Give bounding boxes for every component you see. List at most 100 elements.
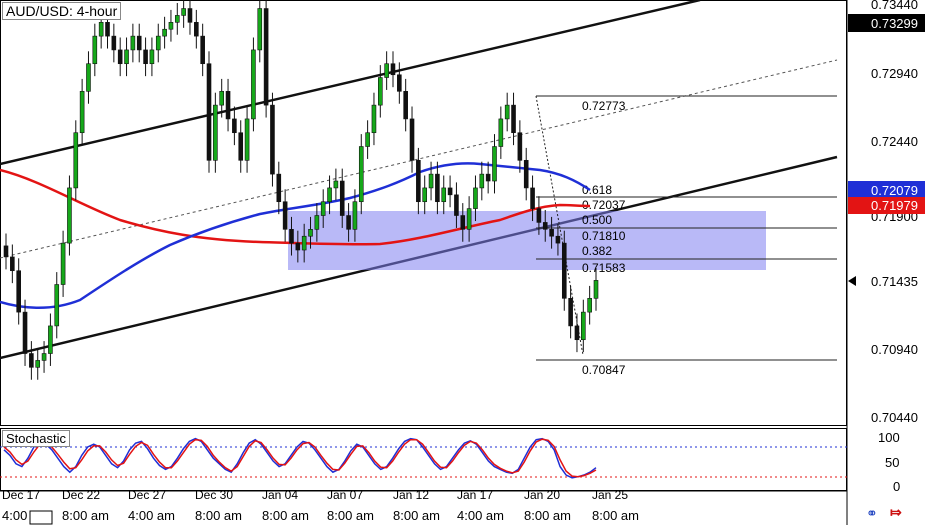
date-label: Jan 17 bbox=[457, 488, 493, 502]
resistance-zone[interactable] bbox=[288, 211, 766, 270]
candle-body bbox=[16, 270, 21, 313]
candle-body bbox=[384, 63, 389, 78]
time-label: 8:00 am bbox=[393, 508, 440, 523]
candle-body bbox=[10, 256, 15, 272]
fib-618-price-text: 0.72037 bbox=[582, 198, 626, 212]
candle-body bbox=[460, 215, 466, 230]
candle-body bbox=[441, 187, 447, 203]
stochastic-tick: 50 bbox=[885, 455, 899, 470]
candle-body bbox=[517, 132, 523, 161]
candle-body bbox=[371, 104, 377, 134]
date-label: Dec 27 bbox=[128, 488, 166, 502]
candle-body bbox=[301, 235, 307, 251]
stochastic-tick: 0 bbox=[893, 479, 900, 494]
candle-body bbox=[263, 8, 269, 106]
price-badge-blue-ma: 0.72079 bbox=[848, 181, 925, 199]
price-tick: 0.70940 bbox=[871, 342, 918, 357]
stochastic-pane[interactable] bbox=[0, 428, 847, 491]
price-badge-red-ma-text: 0.71979 bbox=[871, 198, 918, 213]
candle-body bbox=[339, 180, 345, 216]
candle-body bbox=[149, 49, 155, 65]
candle-body bbox=[327, 187, 332, 203]
date-label: Jan 25 bbox=[592, 488, 628, 502]
candlestick-series[interactable] bbox=[3, 0, 599, 380]
candle-body bbox=[454, 194, 459, 216]
candle-body bbox=[174, 15, 180, 23]
candle-body bbox=[409, 118, 415, 161]
fib-618-level-text: 0.618 bbox=[582, 183, 612, 197]
candle-body bbox=[86, 63, 91, 92]
candle-body bbox=[504, 104, 510, 120]
candle-body bbox=[435, 173, 440, 203]
price-badge-top-text: 0.73299 bbox=[871, 16, 918, 31]
candle-body bbox=[568, 298, 573, 327]
candle-body bbox=[194, 22, 199, 37]
stochastic-k-line[interactable] bbox=[3, 437, 597, 479]
candle-body bbox=[542, 222, 548, 230]
channel-upper-line[interactable] bbox=[0, 0, 701, 166]
candle-body bbox=[79, 91, 85, 134]
time-label: 4:00 am bbox=[457, 508, 504, 523]
fib-low-text: 0.70847 bbox=[582, 363, 626, 377]
link-icon[interactable]: ⚭ bbox=[866, 505, 878, 521]
candle-body bbox=[238, 132, 244, 161]
candle-body bbox=[3, 245, 9, 258]
candle-body bbox=[390, 63, 396, 76]
price-tick: 0.70440 bbox=[871, 410, 918, 425]
arrow-right-icon[interactable]: ⤇ bbox=[890, 504, 902, 520]
candle-body bbox=[130, 35, 136, 51]
price-tick: 0.72940 bbox=[871, 66, 918, 81]
fibonacci-retracement[interactable]: 0.72773 0.618 0.72037 0.500 0.71810 0.38… bbox=[535, 95, 837, 377]
candle-body bbox=[466, 208, 472, 230]
candle-body bbox=[105, 22, 110, 37]
candle-body bbox=[593, 280, 599, 299]
candle-body bbox=[574, 325, 580, 341]
candle-body bbox=[352, 201, 358, 230]
candle-body bbox=[498, 118, 504, 147]
candle-body bbox=[511, 104, 516, 134]
candle-body bbox=[314, 215, 320, 230]
fib-382-price-text: 0.71583 bbox=[582, 261, 626, 275]
candle-body bbox=[549, 229, 554, 237]
time-label: 4:00 am bbox=[128, 508, 175, 523]
candle-body bbox=[378, 77, 383, 106]
candle-body bbox=[308, 229, 313, 237]
candle-body bbox=[276, 173, 282, 203]
candle-body bbox=[365, 132, 370, 147]
candle-body bbox=[428, 173, 434, 189]
fib-382-level-text: 0.382 bbox=[582, 244, 612, 258]
candle-body bbox=[403, 91, 408, 120]
price-badge-top: 0.73299 bbox=[848, 14, 925, 32]
candle-body bbox=[92, 35, 98, 65]
candle-body bbox=[422, 187, 428, 203]
candle-body bbox=[282, 201, 288, 230]
candle-body bbox=[162, 28, 167, 37]
price-tick: 0.72440 bbox=[871, 134, 918, 149]
candle-body bbox=[111, 35, 117, 51]
candle-body bbox=[143, 49, 148, 65]
candle-body bbox=[289, 229, 294, 244]
candle-body bbox=[48, 325, 53, 354]
candle-body bbox=[473, 187, 478, 209]
time-axis[interactable]: Dec 17 Dec 22 Dec 27 Dec 30 Jan 04 Jan 0… bbox=[2, 488, 639, 525]
candle-body bbox=[587, 298, 592, 313]
time-label: 8:00 am bbox=[262, 508, 309, 523]
candle-body bbox=[22, 311, 28, 354]
candle-body bbox=[232, 118, 237, 134]
date-label: Dec 22 bbox=[62, 488, 100, 502]
date-label: Jan 04 bbox=[262, 488, 298, 502]
candle-body bbox=[397, 74, 402, 92]
time-cursor-marker[interactable] bbox=[29, 510, 53, 525]
date-label: Jan 20 bbox=[524, 488, 560, 502]
candle-body bbox=[73, 132, 79, 189]
candle-body bbox=[29, 353, 34, 368]
candle-body bbox=[155, 35, 161, 51]
channel-mid-line[interactable] bbox=[0, 59, 838, 259]
red-moving-average[interactable] bbox=[0, 168, 591, 246]
time-label: 8:00 am bbox=[195, 508, 242, 523]
stochastic-d-line[interactable] bbox=[3, 438, 597, 478]
stochastic-tick: 100 bbox=[878, 430, 900, 445]
candle-body bbox=[213, 104, 218, 161]
